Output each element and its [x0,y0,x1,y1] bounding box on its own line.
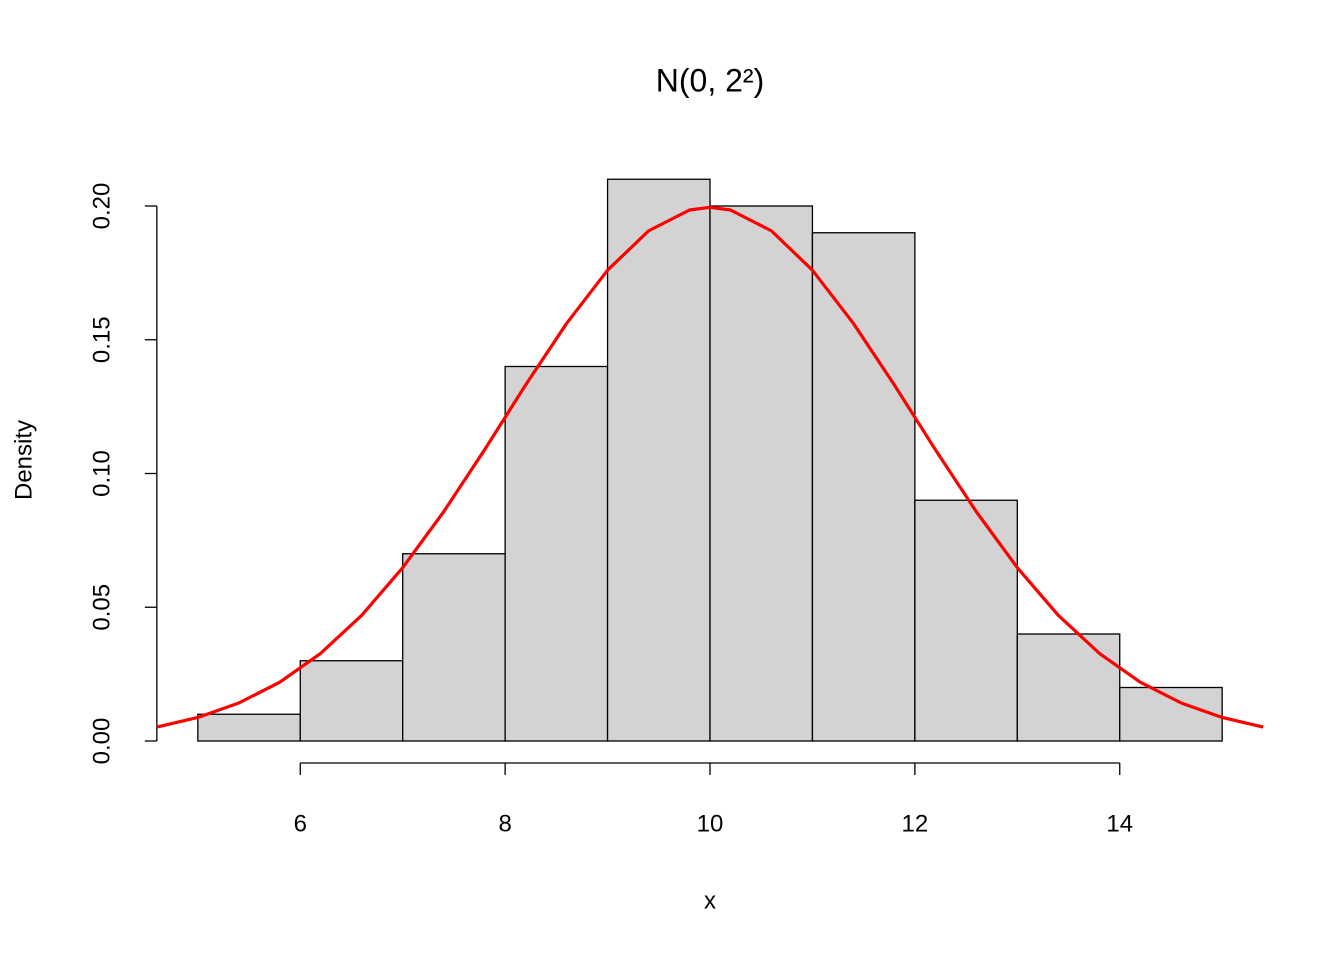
bar [606,178,711,742]
bar [197,713,301,742]
bar [811,232,916,742]
bar [299,660,404,742]
bar [1016,633,1121,742]
bar [1119,686,1223,742]
chart-title: N(0, 2²) [656,62,764,98]
bar [402,553,506,742]
y-tick-label: 0.10 [88,450,115,497]
y-tick-label: 0.15 [88,316,115,363]
x-tick-label: 10 [697,810,724,837]
y-tick-label: 0.05 [88,584,115,631]
bar [504,365,609,742]
y-tick-label: 0.20 [88,183,115,230]
y-axis-label: Density [10,420,37,500]
x-tick-label: 6 [294,810,307,837]
x-axis-label: x [704,887,716,914]
x-tick-label: 12 [902,810,929,837]
y-tick-label: 0.00 [88,718,115,765]
bar [914,499,1018,742]
density-curve [156,205,1264,729]
bar [709,205,814,742]
x-tick-label: 14 [1106,810,1133,837]
x-tick-label: 8 [498,810,511,837]
